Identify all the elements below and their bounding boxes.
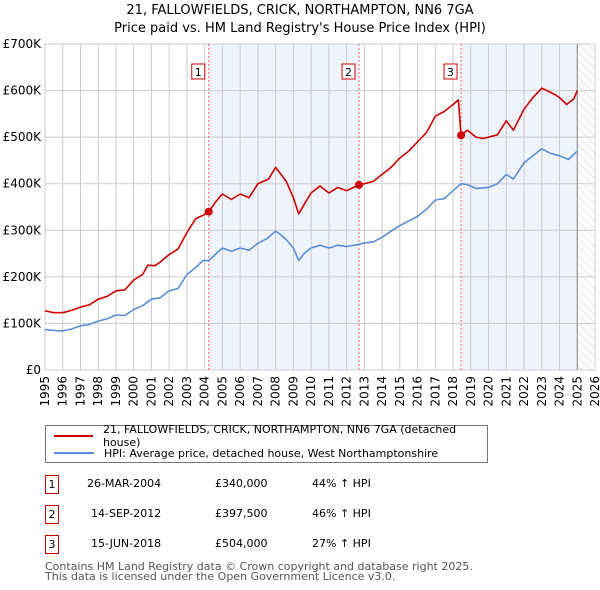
y-tick-label: £200K — [3, 270, 43, 284]
legend: 21, FALLOWFIELDS, CRICK, NORTHAMPTON, NN… — [45, 423, 488, 463]
x-tick-label: 2024 — [553, 376, 567, 407]
x-tick-label: 2008 — [269, 376, 283, 407]
x-tick-label: 2004 — [198, 376, 212, 407]
sale-hpi-diff: 44% ↑ HPI — [312, 477, 371, 490]
sale-marker-number: 2 — [45, 505, 59, 524]
sale-date: 15-JUN-2018 — [91, 537, 162, 550]
x-tick-label: 2017 — [428, 376, 442, 407]
x-tick-label: 2014 — [375, 376, 389, 407]
footer-copyright: Contains HM Land Registry data © Crown c… — [45, 560, 473, 573]
x-tick-label: 2005 — [215, 376, 229, 407]
x-tick-label: 1997 — [73, 376, 87, 407]
hpi-line — [44, 148, 578, 332]
x-tick-label: 2015 — [393, 376, 407, 407]
property-price-line — [44, 87, 579, 314]
x-tick-label: 2012 — [340, 376, 354, 407]
y-tick-label: £0 — [26, 363, 41, 377]
y-tick-label: £100K — [3, 316, 43, 330]
shaded-period-1 — [208, 44, 360, 370]
x-tick-label: 2006 — [233, 376, 247, 407]
x-tick-label: 2007 — [251, 376, 265, 407]
future-hatch-region — [577, 44, 595, 370]
y-tick-label: £400K — [3, 177, 43, 191]
x-tick-label: 2018 — [446, 376, 460, 407]
price-chart: 1995 1996 1997 1998 1999 2000 2001 2002 2003 2004… — [3, 37, 600, 407]
y-tick-label: £500K — [3, 130, 43, 144]
x-tick-label: 2010 — [304, 376, 318, 407]
legend-item-property: 21, FALLOWFIELDS, CRICK, NORTHAMPTON, NN… — [54, 423, 487, 449]
sale-label-box — [443, 63, 458, 80]
shaded-period-3 — [461, 44, 578, 370]
x-tick-label: 1999 — [109, 376, 123, 407]
sale-hpi-diff: 27% ↑ HPI — [312, 537, 371, 550]
x-tick-label: 2003 — [180, 376, 194, 407]
x-tick-label: 2001 — [144, 376, 158, 407]
sale-label-number: 2 — [345, 66, 352, 79]
x-tick-label: 2013 — [357, 376, 371, 407]
x-tick-label: 2009 — [286, 376, 300, 407]
sale-label-number: 1 — [195, 66, 202, 79]
chart-title: 21, FALLOWFIELDS, CRICK, NORTHAMPTON, NN… — [126, 3, 474, 18]
sale-marker-number: 3 — [45, 535, 59, 554]
x-tick-label: 2021 — [499, 376, 513, 407]
plot-frame — [44, 43, 596, 371]
x-tick-label: 2026 — [588, 376, 600, 407]
x-tick-label: 2011 — [322, 376, 336, 407]
x-tick-label: 2019 — [464, 376, 478, 407]
x-tick-label: 2020 — [482, 376, 496, 407]
x-tick-label: 1998 — [91, 376, 105, 407]
x-tick-label: 2025 — [570, 376, 584, 407]
property-line-swatch — [54, 435, 93, 437]
sale-label-number: 3 — [447, 66, 454, 79]
sale-price: £397,500 — [215, 507, 268, 520]
footer-licence: This data is licensed under the Open Gov… — [45, 570, 396, 583]
x-tick-label: 2023 — [535, 376, 549, 407]
x-tick-label: 2000 — [127, 376, 141, 407]
x-tick-label: 1995 — [38, 376, 52, 407]
x-tick-label: 2016 — [411, 376, 425, 407]
y-tick-label: £700K — [3, 37, 43, 51]
hpi-line-swatch — [54, 452, 94, 454]
sale-label-box — [191, 63, 206, 80]
sale-price: £504,000 — [215, 537, 268, 550]
sale-date: 14-SEP-2012 — [91, 507, 162, 520]
legend-label: HPI: Average price, detached house, West… — [104, 446, 439, 460]
y-tick-label: £600K — [3, 84, 43, 98]
x-tick-label: 1996 — [56, 376, 70, 407]
legend-item-hpi: HPI: Average price, detached house, West… — [54, 445, 438, 461]
sale-date: 26-MAR-2004 — [87, 477, 162, 490]
sale-point — [355, 180, 364, 189]
sale-point — [204, 207, 213, 216]
sale-label-box — [341, 63, 356, 80]
y-tick-label: £300K — [3, 223, 43, 237]
sale-marker-number: 1 — [45, 475, 59, 494]
legend-label: 21, FALLOWFIELDS, CRICK, NORTHAMPTON, NN… — [102, 423, 457, 449]
sale-price: £340,000 — [215, 477, 268, 490]
x-tick-label: 2002 — [162, 376, 176, 407]
sale-hpi-diff: 46% ↑ HPI — [312, 507, 371, 520]
x-tick-label: 2022 — [517, 376, 531, 407]
chart-subtitle: Price paid vs. HM Land Registry's House … — [114, 21, 486, 36]
sale-point — [457, 131, 466, 140]
